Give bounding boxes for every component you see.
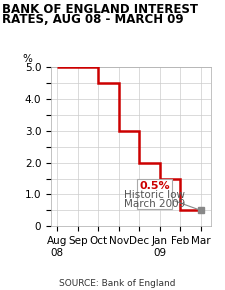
Text: RATES, AUG 08 - MARCH 09: RATES, AUG 08 - MARCH 09: [2, 13, 183, 26]
Text: Historic low: Historic low: [124, 190, 184, 200]
Text: %: %: [22, 54, 32, 64]
Text: BANK OF ENGLAND INTEREST: BANK OF ENGLAND INTEREST: [2, 3, 197, 16]
Text: March 2009: March 2009: [124, 199, 184, 209]
FancyBboxPatch shape: [137, 180, 171, 209]
Text: SOURCE: Bank of England: SOURCE: Bank of England: [59, 279, 175, 288]
Text: 0.5%: 0.5%: [139, 181, 169, 191]
